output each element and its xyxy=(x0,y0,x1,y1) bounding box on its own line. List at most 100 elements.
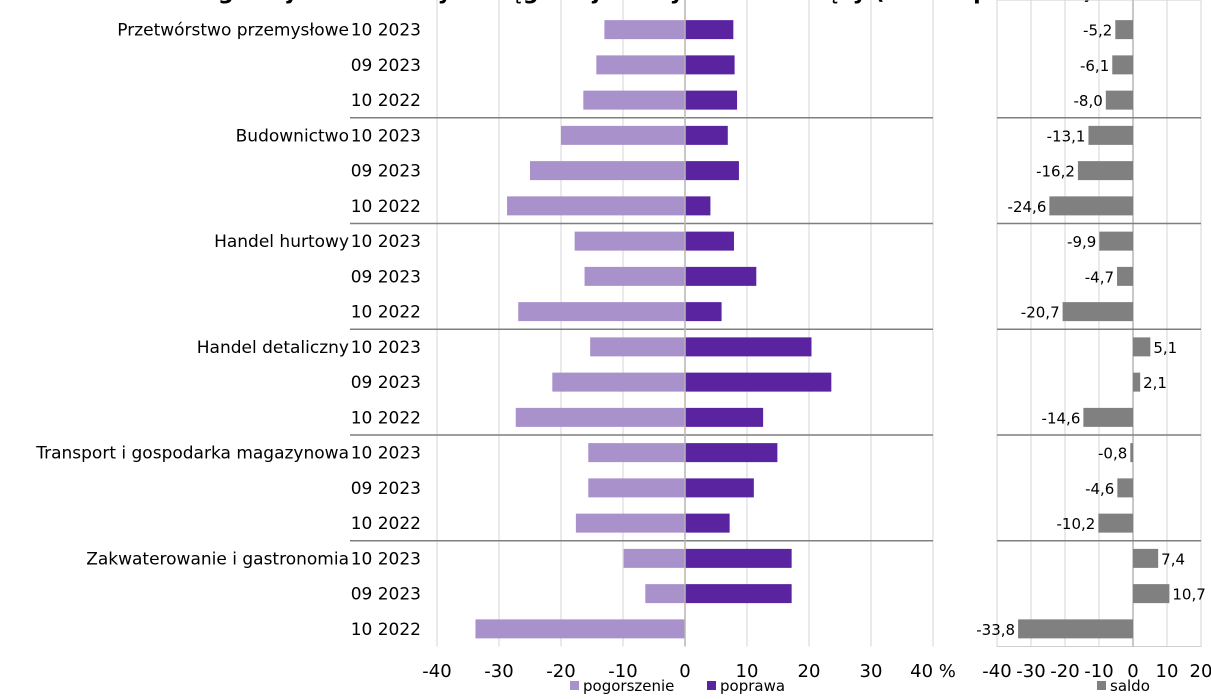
bar-poprawa xyxy=(685,231,734,251)
bar-saldo xyxy=(1115,20,1133,40)
row-period-label: 10 2022 xyxy=(351,620,421,640)
right-x-ticks: -40 -30 -20 -10 0 10 20 xyxy=(982,661,1211,682)
left-x-tick-label: -20 xyxy=(546,661,575,682)
saldo-data-label: 7,4 xyxy=(1161,550,1185,568)
bar-saldo xyxy=(1077,161,1133,181)
right-x-tick-label: 0 xyxy=(1127,661,1138,682)
left-x-tick-label: 10 xyxy=(736,661,759,682)
bar-saldo xyxy=(1105,90,1133,110)
right-x-tick-label: -10 xyxy=(1084,661,1113,682)
left-x-tick-label: 40 % xyxy=(910,661,956,682)
bar-poprawa xyxy=(685,337,812,357)
row-period-label: 10 2022 xyxy=(351,197,421,217)
saldo-data-label: 10,7 xyxy=(1172,586,1205,604)
bar-poprawa xyxy=(685,407,764,427)
bar-poprawa xyxy=(685,443,778,463)
saldo-data-label: -24,6 xyxy=(1008,198,1047,216)
bar-pogorszenie xyxy=(583,90,685,110)
row-group-label: Transport i gospodarka magazynowa xyxy=(35,444,349,464)
saldo-data-label: -13,1 xyxy=(1047,127,1086,145)
saldo-data-label: -8,0 xyxy=(1074,92,1103,110)
right-x-tick-label: -40 xyxy=(982,661,1011,682)
left-x-tick-label: -40 xyxy=(422,661,451,682)
bar-poprawa xyxy=(685,478,754,498)
row-period-label: 10 2022 xyxy=(351,303,421,323)
row-period-label: 10 2023 xyxy=(351,444,421,464)
saldo-data-label: 2,1 xyxy=(1143,374,1167,392)
row-period-label: 10 2022 xyxy=(351,408,421,428)
row-group-label: Przetwórstwo przemysłowe xyxy=(117,21,349,41)
chart-title: Ocena ogólnej koniunktury w ciągu najbli… xyxy=(0,0,1211,14)
saldo-data-label: -5,2 xyxy=(1083,22,1112,40)
bar-poprawa xyxy=(685,584,792,604)
right-x-tick-label: -30 xyxy=(1016,661,1045,682)
legend-swatch-saldo xyxy=(1097,681,1106,690)
bar-saldo xyxy=(1062,302,1133,322)
bar-pogorszenie xyxy=(561,125,685,145)
row-period-label: 10 2023 xyxy=(351,126,421,146)
saldo-data-label: -33,8 xyxy=(976,621,1015,639)
bar-pogorszenie xyxy=(588,478,685,498)
saldo-data-label: -6,1 xyxy=(1080,57,1109,75)
row-period-label: 10 2023 xyxy=(351,232,421,252)
saldo-data-label: -4,7 xyxy=(1085,268,1114,286)
left-legend: pogorszenie poprawa xyxy=(570,677,785,695)
bar-pogorszenie xyxy=(575,513,685,533)
bar-poprawa xyxy=(685,125,728,145)
bar-saldo xyxy=(1133,584,1170,604)
left-x-tick-label: 0 xyxy=(679,661,690,682)
left-bars xyxy=(475,20,832,639)
bar-pogorszenie xyxy=(596,55,685,75)
bar-saldo xyxy=(1083,407,1133,427)
left-x-tick-label: -10 xyxy=(608,661,637,682)
bar-pogorszenie xyxy=(507,196,685,216)
row-period-label: 10 2023 xyxy=(351,338,421,358)
saldo-data-label: -16,2 xyxy=(1036,163,1075,181)
row-group-label: Zakwaterowanie i gastronomia xyxy=(86,549,349,569)
row-period-label: 10 2022 xyxy=(351,514,421,534)
bar-pogorszenie xyxy=(518,302,685,322)
bar-poprawa xyxy=(685,548,792,568)
left-x-tick-label: 20 xyxy=(798,661,821,682)
legend-label-poprawa: poprawa xyxy=(720,677,785,695)
legend-label-pogorszenie: pogorszenie xyxy=(583,677,674,695)
legend-swatch-poprawa xyxy=(707,681,716,690)
bar-pogorszenie xyxy=(475,619,685,639)
bar-poprawa xyxy=(685,90,738,110)
saldo-data-label: -10,2 xyxy=(1057,515,1096,533)
left-x-tick-label: 30 xyxy=(860,661,883,682)
row-period-label: 10 2023 xyxy=(351,549,421,569)
bar-poprawa xyxy=(685,513,730,533)
bar-poprawa xyxy=(685,196,711,216)
right-group-separators xyxy=(997,117,1201,542)
row-group-label: Handel hurtowy xyxy=(214,232,349,252)
row-group-label: Handel detaliczny xyxy=(197,338,349,358)
bar-pogorszenie xyxy=(645,584,685,604)
saldo-data-label: -4,6 xyxy=(1085,480,1114,498)
row-period-label: 09 2023 xyxy=(351,479,421,499)
bar-poprawa xyxy=(685,20,734,40)
saldo-data-label: -9,9 xyxy=(1067,233,1096,251)
bar-saldo xyxy=(1099,231,1133,251)
bar-saldo xyxy=(1130,443,1133,463)
bar-pogorszenie xyxy=(590,337,685,357)
right-bars xyxy=(1018,20,1170,639)
bar-saldo xyxy=(1133,337,1151,357)
right-data-labels: -5,2 -6,1 -8,0 -13,1 -16,2 -24,6 -9,9 -4,7 -20,7… xyxy=(976,22,1206,639)
row-period-label: 09 2023 xyxy=(351,373,421,393)
bar-poprawa xyxy=(685,161,739,181)
row-period-label: 09 2023 xyxy=(351,585,421,605)
saldo-data-label: -0,8 xyxy=(1098,445,1127,463)
row-group-label: Budownictwo xyxy=(236,126,349,146)
bar-saldo xyxy=(1018,619,1133,639)
bar-pogorszenie xyxy=(604,20,685,40)
bar-saldo xyxy=(1117,266,1133,286)
bar-pogorszenie xyxy=(623,548,685,568)
row-labels: 10 2023 Przetwórstwo przemysłowe 09 2023 10… xyxy=(35,21,421,640)
bar-saldo xyxy=(1117,478,1133,498)
bar-poprawa xyxy=(685,302,722,322)
bar-pogorszenie xyxy=(530,161,685,181)
bar-saldo xyxy=(1133,548,1159,568)
bar-saldo xyxy=(1049,196,1133,216)
